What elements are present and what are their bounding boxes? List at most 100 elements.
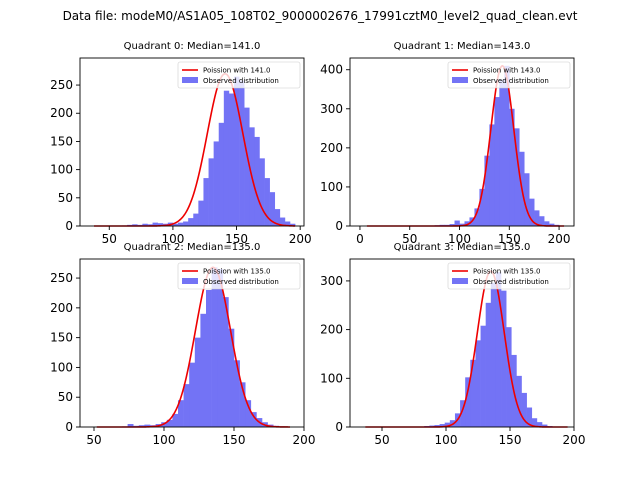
y-tick-label: 0 <box>65 219 73 233</box>
legend-fit-label: Poission with 135.0 <box>203 268 271 276</box>
histogram-bar <box>539 216 545 226</box>
histogram-bar <box>157 223 164 226</box>
histogram-bar <box>239 382 246 427</box>
histogram-bar <box>454 220 460 226</box>
x-tick-label: 50 <box>102 232 117 246</box>
histogram-bar <box>490 282 497 427</box>
histogram-bar <box>470 359 476 427</box>
x-tick-label: 150 <box>223 433 246 447</box>
histogram-bar <box>459 223 465 226</box>
legend-hist-swatch <box>452 278 468 284</box>
quadrant-2-axes-frame <box>79 258 305 428</box>
quadrant-3-title: Quadrant 3: Median=135.0 <box>394 242 531 253</box>
histogram-bar <box>200 313 207 427</box>
y-tick-label: 300 <box>320 102 343 116</box>
x-tick-label: 150 <box>498 232 521 246</box>
legend-fit-label: Poission with 143.0 <box>473 67 541 75</box>
histogram-bar <box>460 400 466 427</box>
x-tick-label: 200 <box>289 232 312 246</box>
y-tick-label: 200 <box>320 323 343 337</box>
quadrant-3-panel: 50 100 150 200 0 100 200 300 Quadrant 3: Median=… <box>320 242 585 447</box>
histogram-bar <box>206 289 212 427</box>
y-tick-label: 300 <box>320 274 343 288</box>
histogram-bar <box>127 424 134 427</box>
histogram-bar <box>536 422 543 427</box>
legend-hist-swatch <box>182 77 198 83</box>
quadrant-0-panel: 50 100 150 200 0 50 100 150 200 250 Quadrant 0: Me… <box>50 41 312 246</box>
histogram-bar <box>194 337 201 427</box>
y-tick-label: 100 <box>320 371 343 385</box>
histogram-bar <box>222 297 229 427</box>
histogram-bar <box>239 80 245 226</box>
histogram-bar <box>274 209 281 226</box>
histogram-bar <box>549 223 555 226</box>
histogram-bar <box>223 90 230 226</box>
quadrant-1-title: Quadrant 1: Median=143.0 <box>394 41 531 52</box>
histogram-bar <box>479 188 485 226</box>
histogram-bar <box>514 128 520 226</box>
histogram-bar <box>132 224 138 226</box>
histogram-bar <box>138 425 145 427</box>
legend-fit-label: Poission with 135.0 <box>473 268 541 276</box>
histogram-bar <box>152 222 158 226</box>
histogram-bar <box>228 93 235 227</box>
y-tick-label: 0 <box>335 420 343 434</box>
x-tick-label: 0 <box>356 232 364 246</box>
histogram-bar <box>475 340 481 427</box>
histogram-bar <box>494 97 500 226</box>
histogram-bar <box>264 178 270 226</box>
y-tick-label: 200 <box>50 106 73 120</box>
quadrant-0-histogram <box>122 76 296 227</box>
histogram-bar <box>501 290 507 427</box>
histogram-bar <box>234 76 240 226</box>
figure-title: Data file: modeM0/AS1A05_108T02_90000026… <box>63 9 578 23</box>
quadrant-2-panel: 50 100 150 200 0 50 100 150 200 250 Quadrant 2: Me… <box>50 242 315 447</box>
histogram-bar <box>198 200 204 226</box>
histogram-bar <box>439 424 446 427</box>
histogram-bar <box>521 392 527 427</box>
legend-box <box>447 61 571 89</box>
quadrant-0-axes-frame <box>79 57 305 227</box>
histogram-bar <box>485 302 492 427</box>
histogram-bar <box>484 155 490 226</box>
y-tick-label: 50 <box>58 390 73 404</box>
histogram-bar <box>142 223 148 226</box>
y-tick-label: 150 <box>50 331 73 345</box>
histogram-bar <box>245 400 252 427</box>
x-tick-label: 100 <box>435 433 458 447</box>
histogram-bar <box>534 210 540 226</box>
y-tick-label: 100 <box>50 163 73 177</box>
histogram-bar <box>495 272 502 427</box>
histogram-bar <box>526 407 533 427</box>
legend-hist-swatch <box>182 278 198 284</box>
quadrant-panels: 50 100 150 200 0 50 100 150 200 250 Quadrant 0: Me… <box>50 41 585 447</box>
histogram-bar <box>217 269 224 427</box>
x-tick-label: 150 <box>225 232 248 246</box>
histogram-bar <box>144 424 151 427</box>
histogram-bar <box>524 173 530 226</box>
quadrant-1-panel: 0 50 100 150 200 0 100 200 300 400 Quadrant 1: Med… <box>320 41 575 246</box>
histogram-bar <box>531 418 538 427</box>
histogram-bar <box>259 158 265 226</box>
histogram-bar <box>506 327 512 427</box>
y-tick-label: 150 <box>50 134 73 148</box>
x-tick-label: 50 <box>374 433 389 447</box>
legend-box <box>177 61 301 89</box>
histogram-bar <box>480 325 486 427</box>
quadrant-0-legend: Poission with 141.0 Observed distribution <box>177 61 301 89</box>
y-tick-label: 200 <box>50 301 73 315</box>
y-tick-label: 0 <box>335 219 343 233</box>
histogram-bar <box>228 328 235 427</box>
histogram-bar <box>269 192 276 226</box>
histogram-bar <box>504 65 510 226</box>
y-tick-label: 50 <box>58 191 73 205</box>
histogram-bar <box>290 223 296 226</box>
x-tick-label: 50 <box>86 433 101 447</box>
legend-box <box>177 262 301 290</box>
histogram-bar <box>178 400 184 427</box>
histogram-bar <box>516 375 522 427</box>
y-tick-label: 0 <box>65 420 73 434</box>
histogram-bar <box>449 224 455 226</box>
histogram-bar <box>544 221 550 226</box>
